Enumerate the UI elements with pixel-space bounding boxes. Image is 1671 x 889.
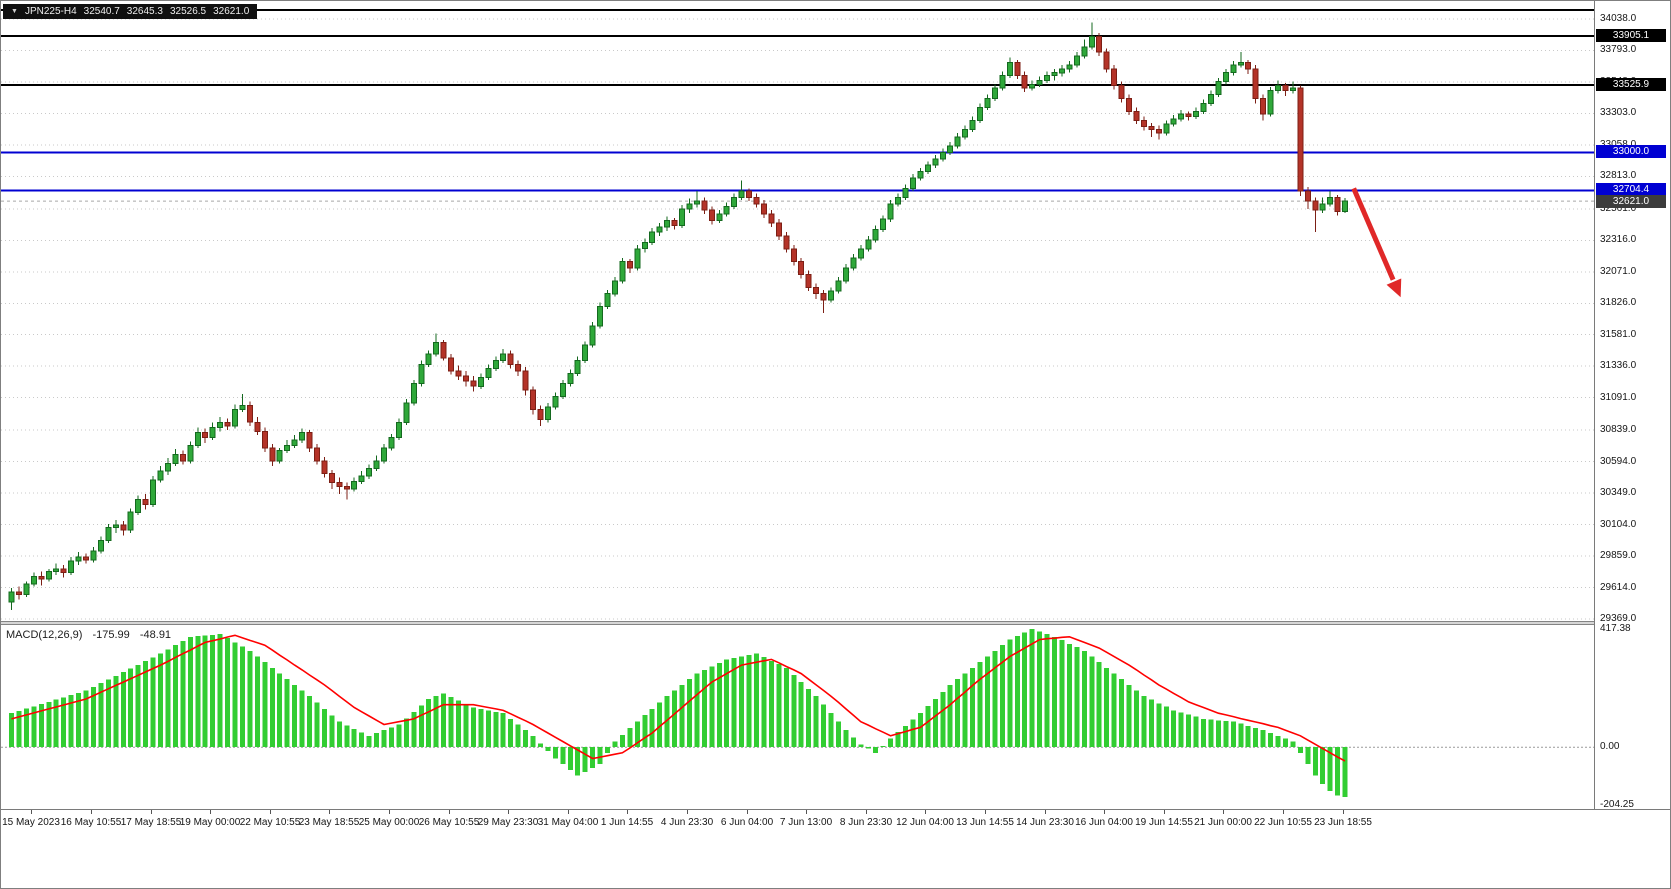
price-tick-label: 30104.0 [1600, 518, 1637, 530]
macd-main-value: -175.99 [92, 629, 130, 641]
time-axis-label: 7 Jun 13:00 [779, 817, 833, 828]
price-tick-label: 33793.0 [1600, 44, 1637, 56]
time-tick-mark [1104, 810, 1105, 814]
time-axis-label: 31 May 04:00 [537, 817, 599, 828]
time-tick-mark [1045, 810, 1046, 814]
price-gridlines [1, 18, 1594, 620]
price-tick-label: 31581.0 [1600, 328, 1637, 340]
symbol-timeframe-label: JPN225-H4 [24, 6, 77, 17]
time-axis-label: 12 Jun 04:00 [896, 817, 954, 828]
candlestick-series [8, 22, 1348, 610]
time-tick-mark [449, 810, 450, 814]
time-axis-label: 23 May 18:55 [298, 817, 360, 828]
time-tick-mark [151, 810, 152, 814]
time-axis-label: 19 Jun 14:55 [1135, 817, 1193, 828]
time-tick-mark [210, 810, 211, 814]
price-scale[interactable]: 417.38 0.00 -204.25 34038.033793.033548.… [1594, 1, 1670, 810]
time-axis-label: 15 May 2023 [2, 817, 60, 828]
macd-scale-zero-label: 0.00 [1600, 741, 1620, 752]
current-price-badge: 32621.0 [1596, 195, 1666, 209]
price-tick-label: 32316.0 [1600, 234, 1637, 246]
price-tick-label: 29369.0 [1600, 613, 1637, 624]
macd-chart-svg [1, 629, 1594, 797]
price-line-badge: 33905.1 [1596, 29, 1666, 43]
main-chart-pane[interactable] [1, 1, 1594, 621]
chart-title-tab[interactable]: ▼ JPN225-H4 32540.7 32645.3 32526.5 3262… [3, 4, 258, 19]
time-axis-label: 25 May 00:00 [358, 817, 420, 828]
bar-open-value: 32540.7 [83, 6, 120, 17]
time-tick-mark [508, 810, 509, 814]
price-tick-label: 31091.0 [1600, 391, 1637, 403]
price-line-badge: 33000.0 [1596, 145, 1666, 159]
pane-separator[interactable] [1, 621, 1670, 625]
time-tick-mark [985, 810, 986, 814]
price-tick-label: 31336.0 [1600, 360, 1637, 372]
time-axis-label: 16 Jun 04:00 [1075, 817, 1133, 828]
macd-name-label: MACD(12,26,9) [6, 629, 83, 641]
price-tick-label: 33058.0 [1600, 139, 1636, 151]
price-tick-label: 30349.0 [1600, 487, 1637, 499]
time-tick-mark [270, 810, 271, 814]
macd-indicator-label: MACD(12,26,9) -175.99 -48.91 [6, 629, 178, 641]
time-tick-mark [1283, 810, 1284, 814]
price-tick-label: 32071.0 [1600, 265, 1637, 277]
time-axis-label: 22 Jun 10:55 [1254, 817, 1312, 828]
macd-scale-min-label: -204.25 [1600, 799, 1634, 810]
price-tick-label: 30839.0 [1600, 424, 1637, 436]
time-axis-label: 26 May 10:55 [418, 817, 480, 828]
time-axis-label: 4 Jun 23:30 [660, 817, 714, 828]
time-tick-mark [1343, 810, 1344, 814]
price-tick-label: 30594.0 [1600, 455, 1637, 467]
candlestick-chart-svg [1, 9, 1594, 620]
time-tick-mark [1164, 810, 1165, 814]
price-tick-label: 29614.0 [1600, 581, 1637, 593]
trend-arrow-annotation[interactable] [1351, 187, 1402, 298]
time-axis[interactable]: 15 May 2023 16 May 10:55 17 May 18:55 19 Ma… [1, 809, 1670, 842]
macd-indicator-pane[interactable] [1, 625, 1594, 809]
time-axis-label: 14 Jun 23:30 [1016, 817, 1074, 828]
price-tick-label: 32813.0 [1600, 170, 1637, 182]
time-axis-label: 17 May 18:55 [120, 817, 182, 828]
price-tick-label: 31826.0 [1600, 297, 1637, 309]
time-tick-mark [747, 810, 748, 814]
macd-histogram [9, 629, 1348, 797]
time-tick-mark [627, 810, 628, 814]
time-axis-label: 16 May 10:55 [60, 817, 122, 828]
time-tick-mark [687, 810, 688, 814]
time-axis-label: 6 Jun 04:00 [720, 817, 774, 828]
macd-signal-line [11, 634, 1346, 762]
time-axis-label: 29 May 23:30 [477, 817, 539, 828]
price-tick-label: 33303.0 [1600, 107, 1637, 119]
time-tick-mark [568, 810, 569, 814]
time-tick-mark [31, 810, 32, 814]
horizontal-price-lines[interactable] [1, 9, 1594, 192]
chart-menu-icon[interactable]: ▼ [11, 8, 18, 15]
bottom-filler [1, 841, 1670, 888]
time-tick-mark [389, 810, 390, 814]
price-tick-label: 34038.0 [1600, 13, 1637, 24]
price-line-badge: 32704.4 [1596, 183, 1666, 197]
time-axis-label: 19 May 00:00 [179, 817, 241, 828]
price-tick-label: 32561.0 [1600, 202, 1637, 214]
time-axis-label: 22 May 10:55 [239, 817, 301, 828]
time-axis-label: 8 Jun 23:30 [839, 817, 893, 828]
time-tick-mark [1223, 810, 1224, 814]
time-axis-label: 21 Jun 00:00 [1194, 817, 1252, 828]
time-axis-label: 1 Jun 14:55 [600, 817, 654, 828]
macd-scale-max-label: 417.38 [1600, 623, 1631, 634]
time-axis-label: 13 Jun 14:55 [956, 817, 1014, 828]
time-tick-mark [91, 810, 92, 814]
time-tick-mark [806, 810, 807, 814]
time-tick-mark [925, 810, 926, 814]
price-tick-label: 29859.0 [1600, 550, 1637, 562]
bar-high-value: 32645.3 [126, 6, 163, 17]
price-line-badge: 33525.9 [1596, 77, 1666, 91]
time-axis-label: 23 Jun 18:55 [1314, 817, 1372, 828]
time-tick-mark [329, 810, 330, 814]
bar-low-value: 32526.5 [169, 6, 207, 17]
time-tick-mark [866, 810, 867, 814]
macd-signal-value: -48.91 [139, 629, 172, 641]
bar-close-value: 32621.0 [213, 6, 250, 17]
